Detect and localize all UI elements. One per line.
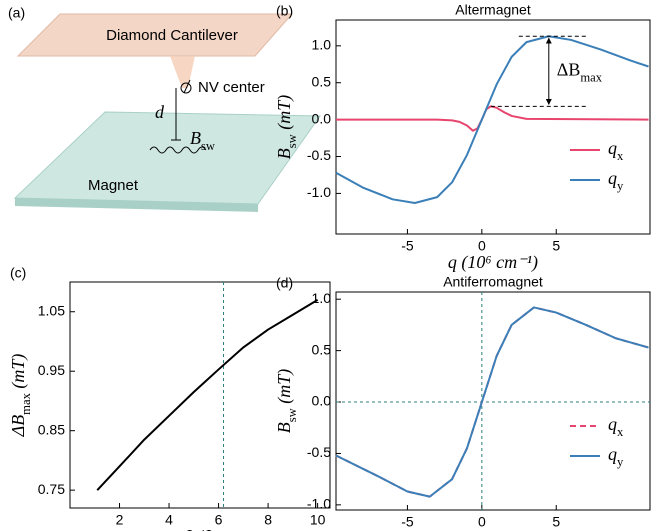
- x-tick-label: 4: [165, 512, 173, 528]
- x-tick-label: 5: [552, 238, 560, 254]
- figure: (a) Diamond Cantilever NV center d Bsw M…: [0, 0, 657, 531]
- subscript: y: [617, 455, 624, 469]
- subscript: max: [19, 392, 33, 414]
- y-tick-label: 0.75: [38, 481, 65, 497]
- tip: [170, 56, 195, 88]
- text-part: ΔB: [8, 415, 28, 438]
- x-tick-label: 6: [215, 512, 223, 528]
- legend-label: qy: [608, 444, 624, 469]
- y-axis-label: Bsw (mT): [274, 369, 299, 434]
- distance-label: d: [155, 102, 165, 122]
- y-tick-label: 0.5: [312, 341, 332, 357]
- text-part: q: [608, 444, 617, 464]
- text-part: ΔB: [557, 59, 581, 79]
- y-tick-label: 0.0: [312, 393, 332, 409]
- legend-label: qy: [608, 168, 624, 193]
- series-line: [336, 106, 649, 130]
- y-tick-label: 0.5: [312, 73, 332, 89]
- x-tick-label: -5: [401, 514, 414, 530]
- subscript: max: [580, 70, 602, 84]
- y-tick-label: 1.0: [312, 37, 332, 53]
- subscript: y: [617, 179, 624, 193]
- legend-label: qx: [608, 414, 624, 439]
- cantilever-label: Diamond Cantilever: [106, 27, 238, 44]
- text-part: /J: [197, 526, 212, 531]
- text-part: (mT): [274, 369, 295, 409]
- legend-label: qx: [608, 138, 624, 163]
- y-tick-label: -0.5: [307, 444, 331, 460]
- y-tick-label: 0.0: [312, 110, 332, 126]
- panel-label: (c): [10, 265, 26, 281]
- panel-label: (b): [276, 3, 293, 19]
- text-part: q: [608, 414, 617, 434]
- x-tick-label: 5: [552, 514, 560, 530]
- y-tick-label: -1.0: [307, 184, 331, 200]
- panel-label: (d): [276, 275, 293, 291]
- x-tick-label: 2: [116, 512, 124, 528]
- y-tick-label: -0.5: [307, 147, 331, 163]
- subscript: x: [617, 149, 624, 163]
- text-part: q: [608, 168, 617, 188]
- nv-label: NV center: [198, 79, 265, 96]
- x-axis-label: J1/J2: [183, 526, 217, 531]
- text-part: (mT): [8, 354, 29, 394]
- x-tick-label: 8: [264, 512, 272, 528]
- y-tick-label: -1.0: [307, 496, 331, 512]
- plot-frame: [336, 292, 650, 510]
- text-part: q: [608, 138, 617, 158]
- text-part: B: [274, 422, 294, 433]
- y-tick-label: 1.0: [312, 290, 332, 306]
- plot-frame: [336, 20, 650, 234]
- subscript: sw: [285, 407, 299, 422]
- magnet-label: Magnet: [88, 177, 139, 194]
- text-part: J: [183, 526, 192, 531]
- x-axis-label: q (10⁶ cm⁻¹): [448, 252, 538, 273]
- text-part: B: [190, 128, 201, 148]
- x-tick-label: -5: [401, 238, 414, 254]
- chart-title: Altermagnet: [455, 2, 531, 18]
- subscript: sw: [201, 139, 216, 153]
- annotation: ΔBmax: [557, 59, 603, 84]
- y-tick-label: 1.05: [38, 302, 65, 318]
- subscript: x: [617, 425, 624, 439]
- y-tick-label: 0.85: [38, 421, 65, 437]
- x-tick-label: 10: [310, 512, 326, 528]
- panel-label: (a): [8, 5, 25, 21]
- text-part: B: [274, 148, 294, 159]
- y-tick-label: 0.95: [38, 362, 65, 378]
- y-axis-label: ΔBmax (mT): [8, 354, 33, 438]
- subscript: sw: [285, 133, 299, 148]
- chart-title: Antiferromagnet: [443, 274, 543, 290]
- text-part: (mT): [274, 95, 295, 135]
